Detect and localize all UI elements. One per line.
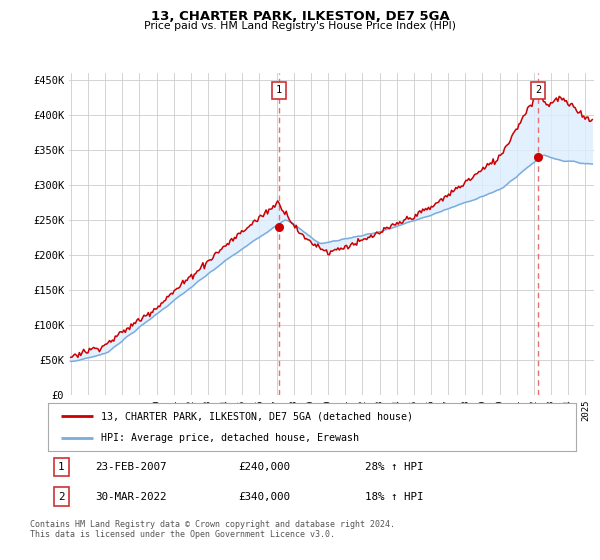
Text: 23-FEB-2007: 23-FEB-2007: [95, 462, 167, 472]
Text: £240,000: £240,000: [238, 462, 290, 472]
Text: 13, CHARTER PARK, ILKESTON, DE7 5GA (detached house): 13, CHARTER PARK, ILKESTON, DE7 5GA (det…: [101, 411, 413, 421]
Text: 28% ↑ HPI: 28% ↑ HPI: [365, 462, 424, 472]
Text: 18% ↑ HPI: 18% ↑ HPI: [365, 492, 424, 502]
Text: 2: 2: [58, 492, 64, 502]
Text: £340,000: £340,000: [238, 492, 290, 502]
Text: HPI: Average price, detached house, Erewash: HPI: Average price, detached house, Erew…: [101, 433, 359, 443]
Text: Price paid vs. HM Land Registry's House Price Index (HPI): Price paid vs. HM Land Registry's House …: [144, 21, 456, 31]
Text: 30-MAR-2022: 30-MAR-2022: [95, 492, 167, 502]
Text: 1: 1: [58, 462, 64, 472]
Text: 2: 2: [535, 85, 541, 95]
Text: Contains HM Land Registry data © Crown copyright and database right 2024.
This d: Contains HM Land Registry data © Crown c…: [30, 520, 395, 539]
Text: 13, CHARTER PARK, ILKESTON, DE7 5GA: 13, CHARTER PARK, ILKESTON, DE7 5GA: [151, 10, 449, 22]
Text: 1: 1: [276, 85, 282, 95]
